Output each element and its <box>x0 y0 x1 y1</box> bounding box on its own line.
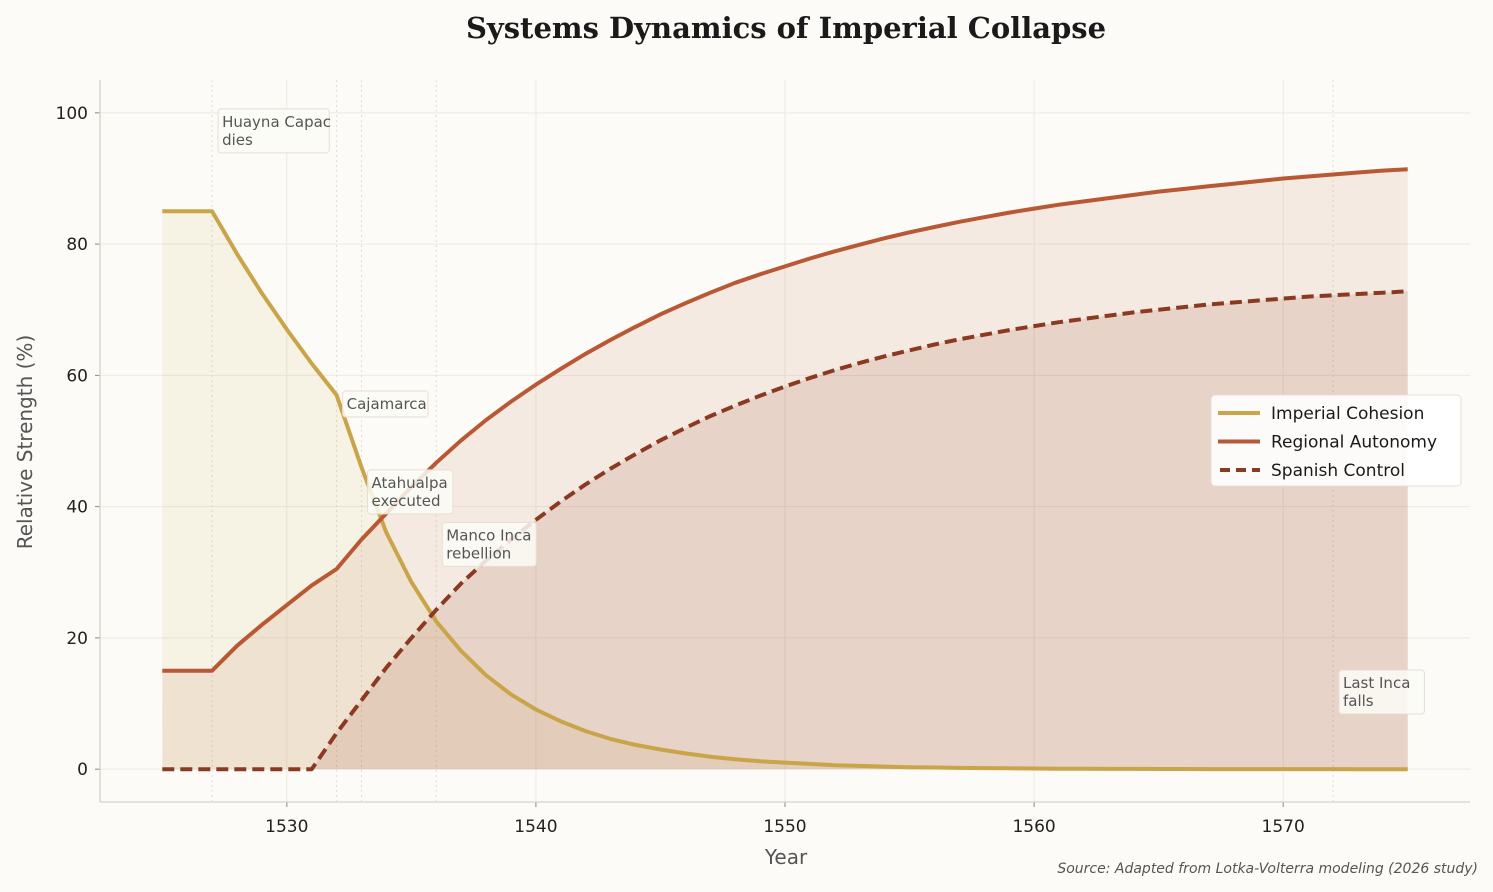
grid <box>100 80 1470 802</box>
area-fill-1 <box>162 169 1408 770</box>
annotation-text: Atahualpa <box>372 474 448 492</box>
annotation-box <box>367 469 454 515</box>
y-tick-label: 0 <box>77 760 88 780</box>
y-tick-label: 20 <box>66 629 88 649</box>
y-tick-label: 100 <box>56 104 88 124</box>
annotation-text: Huayna Capac <box>222 113 331 131</box>
annotation-box <box>441 521 537 567</box>
annotation-text: executed <box>372 492 441 510</box>
x-tick-label: 1540 <box>514 817 557 837</box>
annotation-box <box>217 108 330 154</box>
axes: 1530 1540 1550 1560 1570 0 20 40 60 80 100 <box>56 80 1470 837</box>
series-line-2 <box>162 289 1408 772</box>
series-line-1 <box>162 167 1408 673</box>
area-fill-0 <box>162 211 1408 770</box>
chart-title: Systems Dynamics of Imperial Collapse <box>466 11 1106 45</box>
area-fill-2 <box>162 291 1408 770</box>
annotation-text: falls <box>1343 692 1374 710</box>
legend-label: Spanish Control <box>1271 461 1405 481</box>
legend-label: Imperial Cohesion <box>1271 404 1424 424</box>
annotation-text: Last Inca <box>1343 674 1410 692</box>
annotation-box <box>1338 669 1425 715</box>
x-tick-label: 1550 <box>763 817 806 837</box>
x-axis-label: Year <box>764 845 808 869</box>
legend: Imperial Cohesion Regional Autonomy Spanis… <box>1210 394 1462 487</box>
legend-label: Regional Autonomy <box>1271 433 1437 453</box>
event-lines <box>211 80 1334 802</box>
x-tick-label: 1560 <box>1012 817 1055 837</box>
legend-box <box>1210 394 1462 487</box>
y-axis-label: Relative Strength (%) <box>13 335 37 550</box>
annotation-text: rebellion <box>446 544 511 562</box>
annotation-text: dies <box>222 131 253 149</box>
y-tick-label: 80 <box>66 235 88 255</box>
annotation-text: Cajamarca <box>347 395 427 413</box>
annotation-text: Manco Inca <box>446 526 531 544</box>
source-note: Source: Adapted from Lotka-Volterra mode… <box>1057 861 1478 877</box>
area-fills <box>162 169 1408 770</box>
y-tick-label: 40 <box>66 498 88 518</box>
annotation-box <box>342 390 429 418</box>
y-tick-label: 60 <box>66 366 88 386</box>
x-tick-label: 1570 <box>1262 817 1305 837</box>
x-tick-label: 1530 <box>265 817 308 837</box>
